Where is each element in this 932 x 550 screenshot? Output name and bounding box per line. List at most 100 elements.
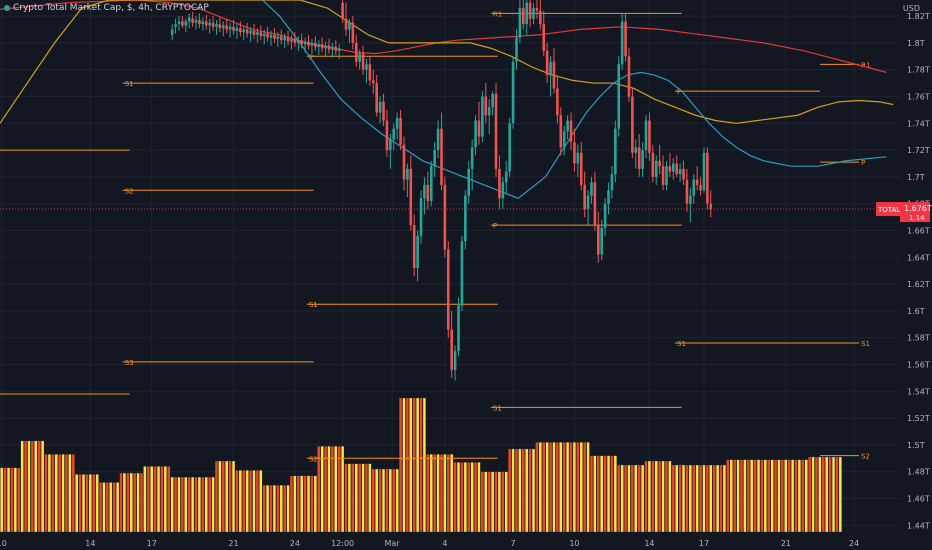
candle-body — [644, 120, 648, 151]
volume-bar — [122, 472, 127, 533]
candle-body — [695, 179, 699, 185]
price-tick-label: 1.44T — [907, 521, 930, 530]
price-tick-label: 1.82T — [907, 12, 930, 21]
volume-bar — [589, 455, 594, 533]
candle-body — [518, 8, 522, 38]
candle-body — [610, 174, 614, 191]
volume-bar — [126, 472, 130, 533]
volume-bar — [0, 467, 4, 533]
volume-bar — [508, 448, 512, 533]
volume-bar — [119, 472, 123, 533]
candle-body — [235, 28, 239, 31]
candle-body — [327, 45, 331, 50]
candle-body — [433, 150, 436, 167]
volume-bar — [617, 464, 621, 533]
volume-bar — [177, 476, 181, 533]
candle-body — [276, 36, 280, 39]
volume-bar — [528, 448, 532, 533]
pivot-label: S1 — [125, 80, 134, 88]
volume-bar — [804, 459, 808, 533]
price-tick-label: 1.48T — [907, 468, 930, 477]
candle-body — [508, 123, 511, 172]
volume-bar — [569, 442, 573, 533]
volume-bar — [344, 463, 348, 533]
time-tick-label: 17 — [147, 539, 157, 548]
time-tick-label: 7 — [511, 539, 516, 548]
volume-bar — [163, 466, 167, 533]
candle-body — [402, 144, 406, 180]
volume-bar — [283, 484, 287, 533]
time-tick-label: 14 — [85, 539, 95, 548]
volume-bar — [85, 474, 89, 533]
volume-bar — [712, 464, 716, 533]
candle-body — [361, 53, 365, 70]
volume-bar — [818, 456, 822, 533]
volume-bar — [133, 472, 137, 533]
volume-bar — [559, 442, 563, 533]
candle-body — [470, 147, 474, 169]
symbol-badge-label: TOTAL — [877, 206, 900, 214]
volume-bar — [835, 456, 839, 533]
volume-bar — [453, 462, 457, 533]
candle-body — [651, 152, 655, 177]
volume-bar — [92, 474, 96, 533]
price-tick-label: 1.8T — [907, 39, 925, 48]
time-tick-label: 12:00 — [331, 539, 354, 548]
candle-body — [586, 195, 590, 210]
candle-body — [542, 24, 546, 51]
candle-body — [467, 168, 471, 196]
volume-bar — [726, 459, 730, 533]
volume-bar — [409, 397, 413, 533]
volume-bar — [358, 463, 362, 533]
volume-bar — [102, 482, 106, 533]
candle-body — [320, 44, 324, 49]
volume-bar — [487, 471, 491, 533]
volume-bar — [531, 448, 536, 533]
candle-body — [317, 44, 321, 47]
candle-body — [539, 10, 542, 25]
candle-body — [266, 33, 269, 38]
volume-bar — [555, 442, 559, 533]
candle-body — [194, 20, 198, 23]
candle-body — [174, 24, 177, 27]
candle-body — [637, 147, 641, 169]
symbol-title: Crypto Total Market Cap, $, 4h, CRYPTOCA… — [13, 3, 209, 13]
volume-bar — [341, 446, 345, 533]
volume-bar — [477, 462, 481, 533]
volume-bar — [576, 442, 580, 533]
candle-body — [429, 166, 433, 202]
volume-bar — [61, 454, 65, 533]
candle-body — [491, 93, 494, 108]
volume-bar — [838, 456, 842, 533]
volume-bar — [51, 454, 55, 533]
candle-body — [552, 61, 556, 89]
volume-bar — [756, 459, 761, 533]
volume-bar — [501, 471, 505, 533]
volume-bar — [105, 482, 109, 533]
candle-body — [392, 128, 396, 140]
volume-bar — [398, 397, 403, 533]
volume-bar — [293, 475, 297, 533]
volume-bar — [88, 474, 92, 533]
candle-body — [228, 26, 232, 30]
price-tick-label: 1.78T — [907, 66, 930, 75]
candle-body — [297, 40, 300, 43]
candle-body — [412, 225, 416, 269]
volume-bar — [98, 482, 103, 533]
candle-body — [464, 195, 467, 242]
candle-body — [474, 120, 477, 148]
candle-body — [706, 152, 709, 204]
volume-bar — [480, 471, 484, 533]
pivot-label: P — [861, 159, 865, 167]
candle-body — [457, 305, 460, 352]
candle-body — [487, 107, 491, 116]
volume-bar — [641, 464, 645, 533]
candle-body — [290, 38, 293, 42]
volume-bar — [78, 474, 82, 533]
candle-body — [208, 22, 211, 26]
volume-bar — [600, 455, 604, 533]
candle-body — [569, 120, 573, 143]
volume-bar — [392, 468, 396, 533]
volume-bar — [136, 472, 140, 533]
